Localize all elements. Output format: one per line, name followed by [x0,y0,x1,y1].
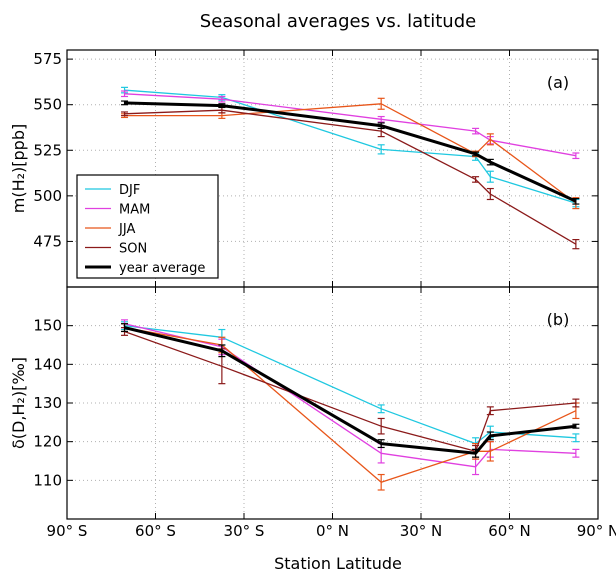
y-tick-label-b: 120 [33,433,62,451]
error-bar-a-year-average [121,100,129,106]
error-bar-a-year-average [218,103,226,109]
legend-item-label: SON [119,242,147,257]
y-axis-label-a: m(H₂)[ppb] [9,124,28,213]
series-line-b-JJA [124,326,577,483]
x-tick-label: 90° N [577,522,616,540]
series-line-b-MAM [124,323,576,468]
error-bar-a-MAM [218,95,226,103]
error-bar-a-MAM [572,152,580,160]
error-bar-a-JJA [377,97,385,110]
error-bar-a-MAM [472,127,480,135]
error-bar-a-SON [486,187,494,201]
error-bar-a-MAM [377,115,385,123]
series-layer [121,86,580,491]
error-bar-b-year-average [377,439,385,449]
x-tick-label: 0° N [316,522,349,540]
error-bar-a-DJF [486,170,494,183]
error-bar-b-JJA [377,473,385,491]
legend-item-label: DJF [119,183,140,198]
x-axis-label: Station Latitude [274,554,402,572]
y-axis-label-b: δ(D,H₂)[‰] [9,357,28,449]
error-bar-a-year-average [377,122,385,129]
error-bar-a-SON [572,239,580,250]
chart-title: Seasonal averages vs. latitude [200,11,476,32]
legend-item-label: MAM [119,203,150,218]
legend-item-label: JJA [118,222,135,237]
error-bar-b-year-average [486,431,494,441]
error-bar-a-MAM [121,90,129,98]
error-bar-b-SON [377,417,385,435]
series-line-a-SON [124,109,577,245]
error-bar-b-year-average [121,323,129,333]
x-tick-label: 90° S [47,522,88,540]
legend-box [76,174,219,279]
panel-tag-b: (b) [547,310,570,329]
y-tick-label-a: 525 [33,141,62,159]
series-line-a-DJF [124,89,577,204]
y-tick-label-b: 140 [33,355,62,373]
x-tick-label: 30° S [224,522,265,540]
error-bar-b-DJF [572,433,580,443]
series-line-a-year-average [124,101,577,203]
error-bar-b-SON [486,406,494,416]
y-tick-label-a: 475 [33,232,62,250]
error-bar-a-year-average [572,197,580,205]
error-bar-b-MAM [572,448,580,458]
series-line-a-JJA [124,103,577,204]
tick-layer: 475 500 525 550 575 m(H₂)[ppb] (a) 110 120 130 140… [9,50,616,540]
series-line-b-SON [124,330,576,452]
error-bar-b-JJA [486,441,494,462]
x-tick-label: 30° N [400,522,443,540]
error-bar-a-SON [472,176,480,183]
legend-item-label: year average [119,261,205,276]
error-bar-a-JJA [486,133,494,146]
y-tick-label-b: 130 [33,394,62,412]
x-tick-label: 60° N [488,522,531,540]
y-tick-label-b: 150 [33,317,62,335]
y-tick-label-a: 575 [33,50,62,68]
series-line-a-MAM [124,93,577,157]
legend: DJF MAM JJA SON year average [76,174,219,279]
error-bar-b-year-average [572,423,580,429]
x-tick-label: 60° S [135,522,176,540]
error-bar-b-SON [572,398,580,408]
error-bar-a-DJF [377,144,385,155]
y-tick-label-a: 550 [33,96,62,114]
error-bar-a-year-average [472,151,480,157]
error-bar-b-DJF [377,404,385,414]
y-tick-label-b: 110 [33,471,62,489]
panel-tag-a: (a) [547,73,569,92]
error-bar-b-year-average [218,344,226,358]
y-tick-label-a: 500 [33,187,62,205]
error-bar-a-year-average [486,158,494,166]
series-line-b-year-average [124,326,577,455]
error-bar-b-year-average [472,448,480,458]
error-bar-a-SON [121,111,129,117]
